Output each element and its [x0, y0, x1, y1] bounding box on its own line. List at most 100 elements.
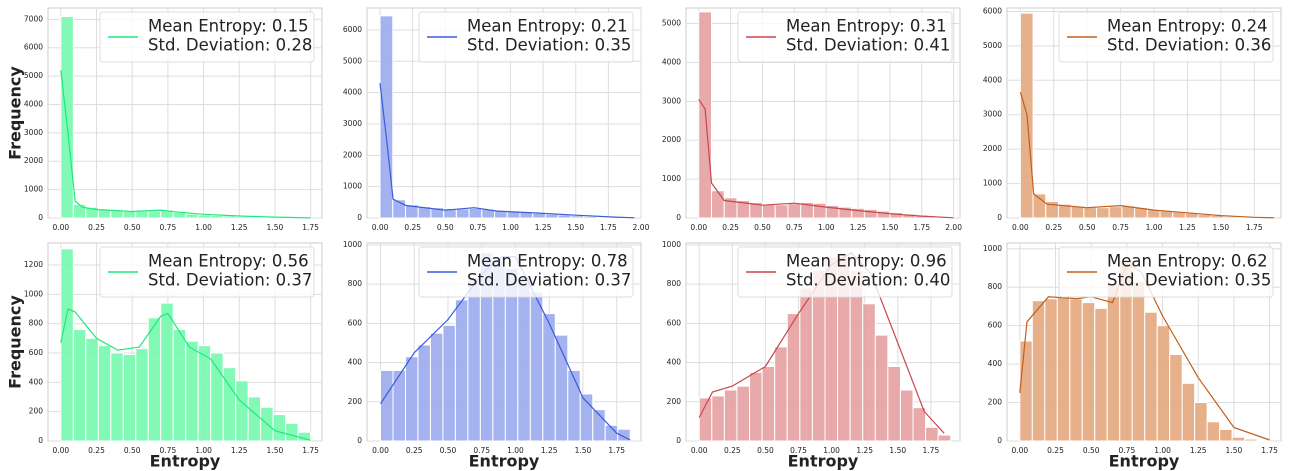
- y-axis-label: Frequency: [6, 66, 25, 160]
- bar: [912, 407, 927, 442]
- x-tick-label: 0.50: [754, 223, 771, 232]
- bar: [1144, 311, 1158, 442]
- y-tick-label: 1000: [983, 244, 1002, 253]
- bar: [799, 287, 813, 442]
- y-tick-label: 5000: [24, 71, 43, 80]
- bar: [1083, 206, 1098, 219]
- bar: [710, 190, 725, 219]
- x-tick-label: 0.50: [124, 223, 141, 232]
- panel: 0 1000 2000 3000 4000 5000 6000 0.00 0.25 0.50 0.7…: [343, 7, 650, 232]
- bar: [429, 332, 444, 442]
- y-tick-label: 0: [676, 436, 681, 445]
- x-tick-label: 0.75: [160, 446, 177, 455]
- bar: [454, 299, 469, 442]
- bar: [567, 369, 581, 442]
- x-tick-label: 0.50: [440, 446, 457, 455]
- x-tick-label: 0.75: [470, 223, 487, 232]
- legend-box: [1058, 11, 1274, 63]
- x-axis-label: Entropy: [150, 452, 221, 471]
- x-tick-label: 0.00: [372, 223, 389, 232]
- bar: [1244, 438, 1258, 442]
- legend-text: Mean Entropy: 0.24: [1107, 17, 1268, 36]
- bar: [235, 380, 249, 442]
- y-tick-label: 400: [348, 358, 363, 367]
- y-tick-label: 600: [667, 318, 682, 327]
- x-tick-label: 1.75: [302, 223, 319, 232]
- y-tick-label: 200: [29, 407, 44, 416]
- bar: [1169, 353, 1183, 442]
- legend-box: [1058, 246, 1274, 298]
- x-tick-label: 1.00: [818, 223, 835, 232]
- bar: [1032, 193, 1047, 219]
- kde-line: [60, 308, 311, 441]
- x-tick-label: 1.00: [195, 446, 212, 455]
- y-tick-label: 5000: [343, 56, 362, 65]
- panel: 0 200 400 600 800 1000 0.00 0.25 0.50 0.75 1.00 1.2…: [983, 242, 1282, 471]
- x-tick-label: 0.50: [124, 446, 141, 455]
- x-tick-label: 1.75: [1261, 446, 1278, 455]
- bar: [97, 345, 112, 442]
- bar: [247, 396, 262, 442]
- y-tick-label: 2000: [662, 135, 681, 144]
- x-tick-label: 1.75: [923, 446, 940, 455]
- y-tick-label: 5000: [983, 41, 1002, 50]
- bar: [1231, 436, 1246, 442]
- bar: [1031, 300, 1046, 442]
- x-tick-label: 0.25: [1045, 223, 1062, 232]
- bar: [122, 210, 137, 219]
- y-tick-label: 1000: [662, 240, 681, 249]
- x-tick-label: 0.50: [757, 446, 774, 455]
- x-tick-label: 1.50: [267, 446, 284, 455]
- y-tick-label: 4000: [983, 75, 1002, 84]
- x-tick-label: 0.25: [722, 223, 739, 232]
- bar: [1206, 421, 1221, 442]
- bar: [749, 371, 763, 442]
- x-tick-label: 1.00: [1146, 223, 1163, 232]
- bar: [1131, 280, 1146, 442]
- y-tick-label: 400: [29, 377, 44, 386]
- bar: [185, 213, 199, 219]
- bar: [417, 344, 431, 442]
- kde-line: [1019, 92, 1275, 219]
- y-tick-label: 1000: [343, 240, 362, 249]
- x-tick-label: 0.00: [52, 446, 69, 455]
- y-tick-label: 2000: [983, 144, 1002, 153]
- bar: [379, 369, 394, 442]
- bar: [774, 204, 789, 219]
- panel: 0 200 400 600 800 1000 0.00 0.25 0.50 0.75 1.00 1.2…: [662, 240, 961, 471]
- x-tick-label: 0.00: [691, 446, 708, 455]
- x-tick-label: 0.00: [690, 223, 707, 232]
- kde-line: [379, 83, 635, 219]
- y-tick-label: 3000: [343, 119, 362, 128]
- y-tick-label: 3000: [24, 128, 43, 137]
- x-tick-label: 0.75: [1112, 223, 1129, 232]
- x-tick-label: 0.75: [790, 446, 807, 455]
- y-tick-label: 0: [38, 436, 43, 445]
- bar: [285, 422, 299, 442]
- legend-text: Mean Entropy: 0.78: [467, 252, 628, 271]
- bar: [532, 212, 546, 219]
- bar: [272, 414, 287, 442]
- legend-text: Mean Entropy: 0.15: [148, 17, 309, 36]
- x-tick-label: 0.75: [473, 446, 490, 455]
- x-tick-label: 1.25: [856, 446, 873, 455]
- y-tick-label: 0: [676, 213, 681, 222]
- bar: [1056, 296, 1071, 442]
- bar: [197, 345, 212, 442]
- y-tick-label: 200: [348, 397, 363, 406]
- bar: [1094, 307, 1108, 442]
- bar: [135, 210, 149, 219]
- x-tick-label: 1.25: [541, 446, 558, 455]
- bar: [887, 366, 901, 442]
- y-tick-label: 0: [997, 213, 1002, 222]
- x-tick-label: 0.25: [88, 223, 105, 232]
- bar: [1044, 298, 1058, 442]
- y-tick-label: 2000: [24, 156, 43, 165]
- x-tick-label: 1.50: [882, 223, 899, 232]
- x-axis-label: Entropy: [469, 452, 540, 471]
- y-tick-label: 1200: [24, 260, 43, 269]
- x-tick-label: 1.25: [231, 446, 248, 455]
- x-tick-label: 1.25: [850, 223, 867, 232]
- y-tick-label: 400: [667, 358, 682, 367]
- bar: [1219, 428, 1233, 442]
